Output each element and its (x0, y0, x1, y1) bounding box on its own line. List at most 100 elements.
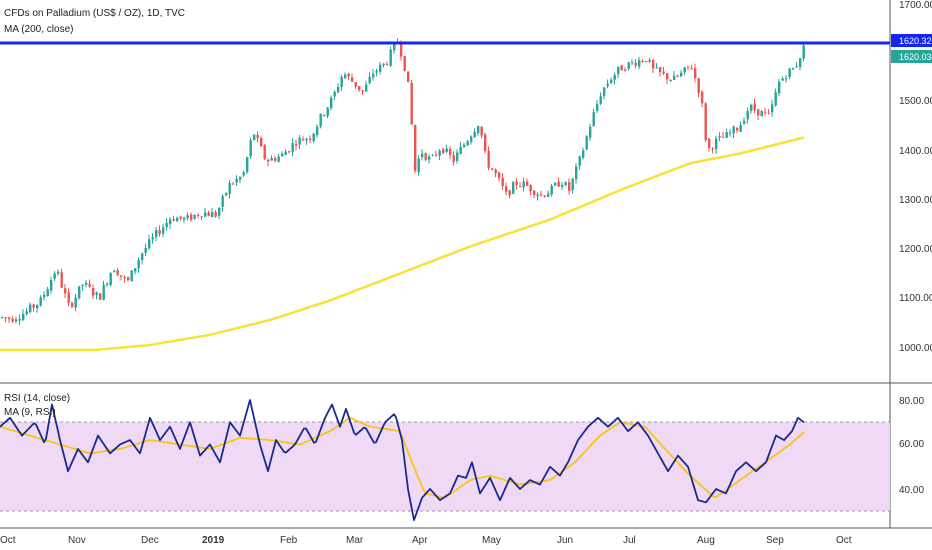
candle-up (729, 132, 732, 134)
time-tick-label: May (482, 535, 501, 546)
candle-up (113, 270, 116, 273)
candle-up (151, 237, 154, 240)
candle-down (232, 183, 235, 185)
time-tick-label: Oct (0, 535, 16, 546)
candle-down (214, 211, 217, 217)
candle-up (445, 148, 448, 152)
candle-up (788, 68, 791, 77)
candle-down (526, 181, 529, 186)
time-axis[interactable]: Oct Nov Dec 2019 Feb Mar Apr May Jun Jul… (0, 535, 852, 546)
candle-down (309, 138, 312, 140)
candle-down (501, 177, 504, 187)
candles (1, 38, 805, 326)
candle-up (330, 97, 333, 109)
candle-down (641, 60, 644, 62)
candle-down (200, 216, 203, 218)
candle-up (456, 152, 459, 161)
time-tick-label-year: 2019 (202, 535, 225, 546)
candle-down (386, 63, 389, 65)
rsi-line (0, 399, 805, 521)
price-tick-label: 1300.00 (899, 195, 932, 206)
chart-title: CFDs on Palladium (US$ / OZ), 1D, TVC (4, 8, 185, 19)
candle-up (211, 212, 214, 218)
candle-down (634, 62, 637, 66)
rsi-legend: RSI (14, close) (4, 393, 70, 404)
candle-up (1, 317, 4, 319)
rsi-axis[interactable]: 80.00 60.00 40.00 (899, 396, 924, 496)
candle-up (606, 83, 609, 87)
rsi-layer (0, 399, 805, 521)
candle-down (690, 68, 693, 70)
candle-up (186, 215, 189, 219)
candle-down (519, 186, 522, 188)
price-tick-label: 1500.00 (899, 96, 932, 107)
price-axis[interactable]: 1000.00 1100.00 1200.00 1300.00 1400.00 … (899, 0, 932, 354)
candle-up (382, 63, 385, 66)
ma200-line (0, 136, 805, 352)
candle-down (487, 150, 490, 168)
candle-up (785, 78, 788, 80)
candle-up (144, 248, 147, 253)
candle-up (610, 79, 613, 84)
candle-down (88, 283, 91, 287)
candle-up (792, 68, 795, 70)
candle-up (148, 239, 151, 249)
candle-up (270, 157, 273, 161)
candle-down (99, 293, 102, 300)
candle-down (697, 78, 700, 93)
candle-down (71, 302, 74, 307)
candle-down (624, 69, 627, 71)
candle-up (50, 279, 53, 291)
candle-down (274, 158, 277, 161)
candle-up (316, 126, 319, 135)
candle-up (326, 107, 329, 117)
candle-down (92, 288, 95, 296)
candle-up (750, 104, 753, 111)
candle-up (225, 192, 228, 196)
candle-up (242, 172, 245, 176)
candle-up (589, 126, 592, 138)
candle-down (302, 139, 305, 141)
candle-down (711, 148, 714, 150)
candle-down (491, 168, 494, 170)
candle-down (60, 272, 63, 288)
time-tick-label: Sep (766, 535, 784, 546)
candle-up (536, 194, 539, 197)
candle-up (655, 67, 658, 69)
candle-up (169, 219, 172, 225)
candle-up (725, 132, 728, 138)
candle-up (603, 87, 606, 96)
candle-up (781, 78, 784, 81)
candle-up (312, 133, 315, 142)
candle-up (85, 282, 88, 285)
candle-up (162, 227, 165, 234)
last-price-tag-text: 1620.03 (899, 52, 932, 62)
candle-up (802, 45, 805, 59)
time-tick-label: Feb (280, 535, 298, 546)
candle-down (351, 77, 354, 82)
candle-up (599, 96, 602, 104)
candle-down (207, 212, 210, 216)
candle-up (78, 286, 81, 299)
candle-up (365, 84, 368, 92)
candle-down (172, 218, 175, 221)
candle-up (732, 126, 735, 134)
candle-down (494, 169, 497, 174)
candle-down (505, 186, 508, 192)
candle-down (120, 275, 123, 277)
candle-down (4, 317, 7, 319)
candle-down (158, 230, 161, 235)
candle-up (417, 158, 420, 173)
candle-up (771, 104, 774, 113)
time-tick-label: Nov (68, 535, 86, 546)
candle-down (652, 60, 655, 69)
candle-up (36, 304, 39, 309)
rsi-ma-legend: MA (9, RSI) (4, 407, 56, 418)
candle-up (141, 253, 144, 261)
candle-up (323, 114, 326, 116)
candle-down (484, 134, 487, 152)
candle-up (473, 131, 476, 138)
candle-down (704, 103, 707, 140)
candle-up (512, 182, 515, 194)
